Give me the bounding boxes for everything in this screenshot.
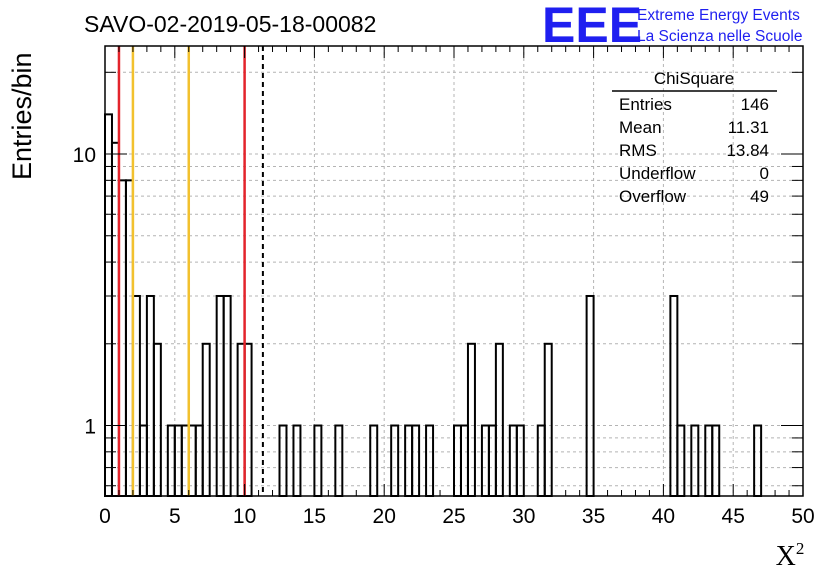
stats-value: 11.31 <box>728 118 769 137</box>
x-tick-label: 10 <box>233 505 256 528</box>
y-tick-labels: 1 10 <box>73 144 96 438</box>
histogram-bin <box>222 294 232 497</box>
chart-title: SAVO-02-2019-05-18-00082 <box>84 11 376 37</box>
stats-value: 49 <box>750 187 769 206</box>
histogram-bin <box>201 342 211 497</box>
x-tick-label: 40 <box>652 505 675 528</box>
x-tick-label: 35 <box>582 505 605 528</box>
histogram-bin <box>104 113 113 497</box>
stats-title: ChiSquare <box>654 69 734 88</box>
stats-label: Underflow <box>619 164 696 183</box>
y-axis-label: Entries/bin <box>7 52 37 180</box>
x-tick-label: 45 <box>722 505 745 528</box>
x-tick-label: 5 <box>169 505 181 528</box>
x-tick-label: 50 <box>791 505 814 528</box>
stats-label: Mean <box>619 118 662 137</box>
histogram-bin <box>466 342 476 497</box>
vertical-lines <box>117 46 264 496</box>
logo-line2: La Scienza nelle Scuole <box>637 28 802 45</box>
histogram-bin <box>669 294 679 497</box>
stats-value: 146 <box>741 95 769 114</box>
y-tick-label: 10 <box>73 144 96 167</box>
x-axis-label-superscript: 2 <box>796 539 805 558</box>
histogram-bin <box>585 294 595 497</box>
logo-mark: EEE <box>542 0 642 53</box>
stats-value: 0 <box>760 164 769 183</box>
x-axis-label-base: X <box>776 541 796 572</box>
stats-label: Entries <box>619 95 672 114</box>
stats-rows: Entries 146 Mean 11.31 RMS 13.84 Underflow 0 Ove… <box>619 95 769 206</box>
logo-line1: Extreme Energy Events <box>637 7 800 24</box>
eee-logo: EEE Extreme Energy Events La Scienza nel… <box>542 0 802 53</box>
histogram-bin <box>145 294 155 497</box>
histogram-bin <box>215 294 225 497</box>
x-tick-labels: 0 5 10 15 20 25 30 35 40 45 50 <box>99 505 815 528</box>
y-tick-label: 1 <box>84 416 96 439</box>
plot-frame <box>104 45 804 497</box>
histogram-bin <box>543 342 553 497</box>
stats-label: RMS <box>619 141 657 160</box>
stats-label: Overflow <box>619 187 687 206</box>
x-axis-label: X2 <box>776 539 805 572</box>
x-tick-label: 30 <box>512 505 535 528</box>
stats-box: ChiSquare Entries 146 Mean 11.31 RMS 13.84 Und… <box>612 69 777 206</box>
histogram-bin <box>152 342 162 497</box>
x-tick-label: 25 <box>442 505 465 528</box>
x-tick-label: 20 <box>373 505 396 528</box>
histogram-bin <box>494 342 504 497</box>
x-tick-label: 15 <box>303 505 326 528</box>
stats-value: 13.84 <box>726 141 769 160</box>
x-tick-label: 0 <box>99 505 111 528</box>
